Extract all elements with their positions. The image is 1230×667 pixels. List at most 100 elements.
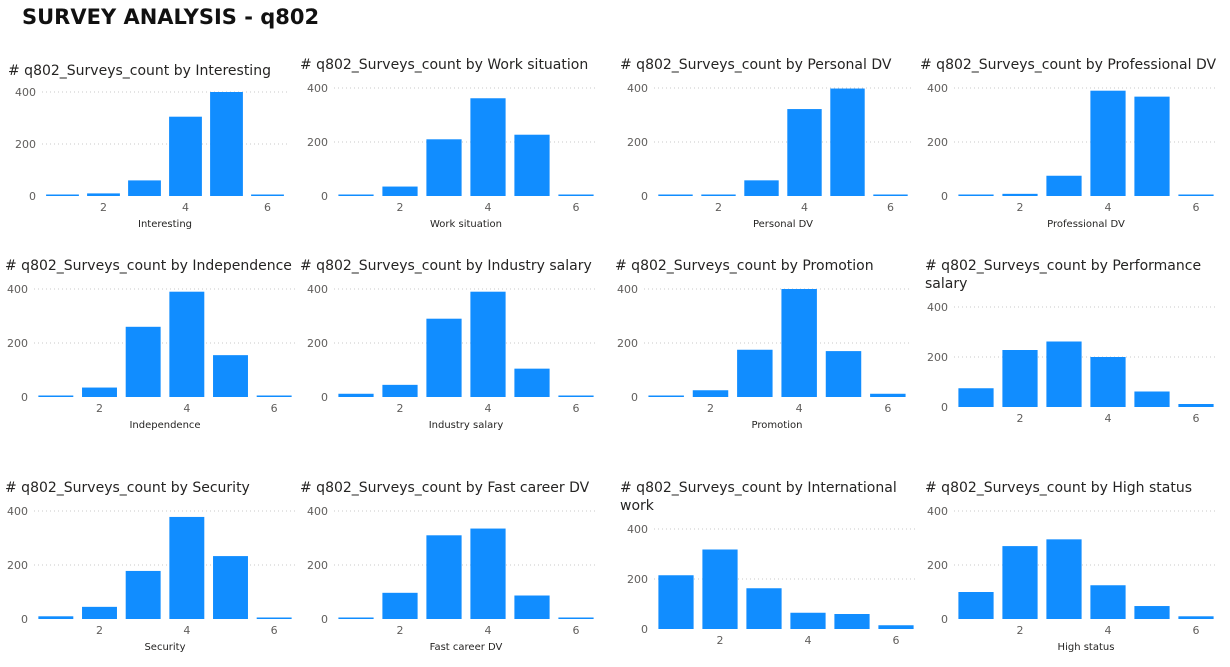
bar[interactable] — [338, 194, 374, 197]
bar[interactable] — [382, 186, 418, 196]
bar[interactable] — [830, 88, 865, 196]
bar[interactable] — [1178, 194, 1214, 197]
bar[interactable] — [1002, 193, 1038, 196]
bar[interactable] — [648, 395, 684, 398]
bar[interactable] — [514, 134, 550, 196]
bar[interactable] — [338, 393, 374, 397]
x-tick-label: 4 — [1105, 624, 1112, 637]
bar[interactable] — [213, 556, 248, 619]
y-tick-label: 0 — [29, 190, 36, 203]
chart-panel-interesting[interactable]: # q802_Surveys_count by Interesting 0 200… — [8, 58, 300, 238]
bar[interactable] — [470, 98, 506, 196]
chart-panel-performance-salary[interactable]: # q802_Surveys_count by Performance sala… — [920, 253, 1220, 439]
bar[interactable] — [744, 180, 779, 196]
bar[interactable] — [125, 326, 161, 397]
bar[interactable] — [46, 194, 79, 197]
x-tick-label: 2 — [1017, 201, 1024, 214]
bar[interactable] — [781, 289, 817, 397]
chart-panel-international-work[interactable]: # q802_Surveys_count by International wo… — [620, 475, 920, 661]
x-tick-label: 2 — [96, 624, 103, 637]
bar[interactable] — [82, 387, 117, 397]
bar[interactable] — [958, 388, 994, 407]
bar[interactable] — [38, 395, 74, 398]
bar[interactable] — [382, 384, 418, 397]
x-tick-label: 4 — [1105, 412, 1112, 425]
x-tick-label: 2 — [397, 624, 404, 637]
bar[interactable] — [256, 617, 292, 620]
x-tick-label: 6 — [893, 634, 900, 647]
bar[interactable] — [787, 109, 822, 196]
chart-panel-personal-dv[interactable]: # q802_Surveys_count by Personal DV 0 200… — [620, 52, 920, 238]
bar[interactable] — [470, 528, 506, 619]
y-tick-label: 200 — [627, 573, 648, 586]
bar[interactable] — [1134, 96, 1170, 196]
chart-panel-fast-career-dv[interactable]: # q802_Surveys_count by Fast career DV 0… — [300, 475, 605, 661]
bar[interactable] — [701, 194, 736, 197]
bar[interactable] — [426, 318, 462, 397]
bar[interactable] — [558, 194, 594, 197]
bar[interactable] — [870, 393, 906, 397]
bar[interactable] — [1046, 341, 1082, 408]
chart-title: # q802_Surveys_count by International wo… — [620, 480, 897, 514]
bar[interactable] — [382, 592, 418, 619]
chart-panel-promotion[interactable]: # q802_Surveys_count by Promotion 0 200 40… — [610, 253, 915, 439]
bar[interactable] — [737, 349, 773, 397]
bar[interactable] — [878, 625, 914, 629]
bar[interactable] — [825, 351, 862, 397]
bar[interactable] — [1134, 606, 1170, 619]
bar[interactable] — [1178, 404, 1214, 407]
x-tick-label: 6 — [573, 402, 580, 415]
bar-chart-high-status: 0 200 400 2 4 6 High status — [927, 505, 1218, 653]
bar[interactable] — [338, 617, 374, 620]
chart-panel-security[interactable]: # q802_Surveys_count by Security 0 200 400… — [0, 475, 300, 661]
y-tick-label: 0 — [321, 190, 328, 203]
bar[interactable] — [426, 535, 462, 619]
chart-panel-high-status[interactable]: # q802_Surveys_count by High status 0 200… — [920, 475, 1220, 661]
bar[interactable] — [658, 575, 694, 629]
bar[interactable] — [1090, 357, 1126, 407]
bar[interactable] — [692, 390, 729, 397]
chart-panel-industry-salary[interactable]: # q802_Surveys_count by Industry salary … — [300, 253, 605, 439]
bar[interactable] — [1134, 391, 1170, 408]
bar[interactable] — [169, 516, 205, 619]
bar[interactable] — [213, 355, 248, 397]
bar[interactable] — [38, 616, 74, 619]
bar[interactable] — [790, 612, 826, 629]
bar[interactable] — [128, 180, 161, 196]
bar[interactable] — [125, 570, 161, 619]
bar[interactable] — [834, 614, 870, 629]
bar[interactable] — [169, 291, 205, 397]
bar[interactable] — [958, 592, 994, 619]
bar[interactable] — [470, 291, 506, 397]
bar[interactable] — [1046, 539, 1082, 619]
bar[interactable] — [1090, 90, 1126, 196]
bar[interactable] — [873, 194, 908, 197]
bar[interactable] — [210, 92, 243, 196]
chart-panel-work-situation[interactable]: # q802_Surveys_count by Work situation 0… — [300, 52, 605, 238]
bar[interactable] — [514, 368, 550, 397]
chart-panel-professional-dv[interactable]: # q802_Surveys_count by Professional DV … — [920, 52, 1220, 238]
bar[interactable] — [746, 588, 782, 629]
bar[interactable] — [658, 194, 693, 197]
bar[interactable] — [1002, 546, 1038, 619]
bar[interactable] — [558, 395, 594, 398]
chart-panel-independence[interactable]: # q802_Surveys_count by Independence 0 20… — [0, 253, 300, 439]
x-tick-label: 4 — [182, 201, 189, 214]
bar[interactable] — [1002, 350, 1038, 407]
bar[interactable] — [1046, 175, 1082, 196]
bar[interactable] — [514, 595, 550, 619]
bar[interactable] — [426, 139, 462, 196]
bar[interactable] — [169, 116, 202, 196]
bar[interactable] — [87, 193, 120, 196]
x-tick-label: 4 — [485, 624, 492, 637]
bar[interactable] — [702, 549, 738, 630]
bar[interactable] — [256, 395, 292, 398]
bar[interactable] — [1090, 585, 1126, 619]
bar[interactable] — [1178, 616, 1214, 619]
y-tick-label: 0 — [641, 190, 648, 203]
bar[interactable] — [558, 617, 594, 620]
bar[interactable] — [82, 606, 117, 619]
bar-chart-personal-dv: 0 200 400 2 4 6 Personal DV — [627, 82, 912, 230]
bar[interactable] — [958, 194, 994, 197]
bar[interactable] — [251, 194, 284, 197]
